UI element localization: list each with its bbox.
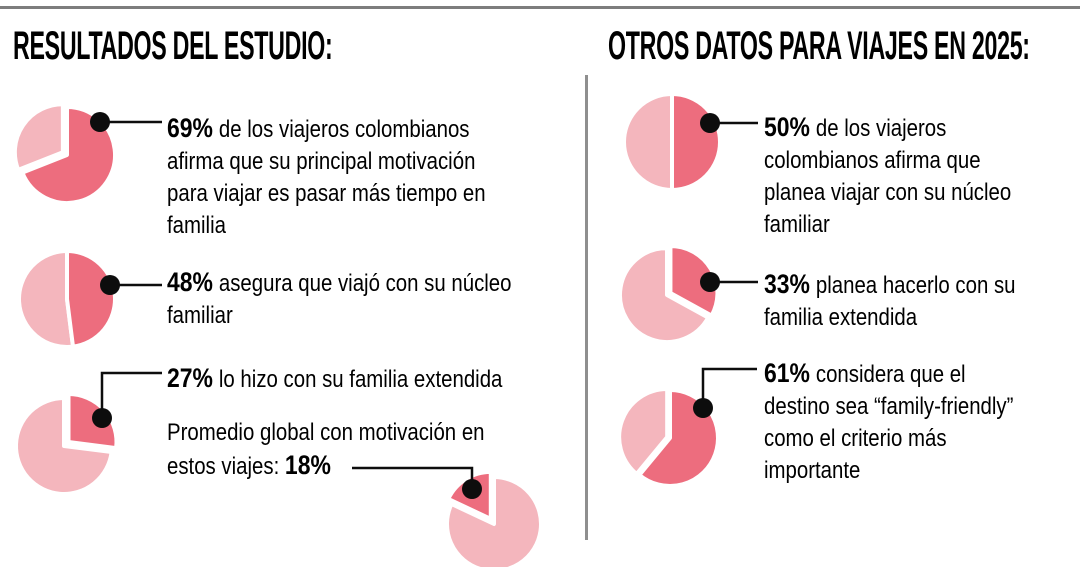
pie-18-light-slice xyxy=(445,475,543,567)
stat-61-percent: 61% xyxy=(764,358,810,388)
pie-69-callout-dot xyxy=(90,112,110,132)
stat-18-text: Promedio global con motivación en estos … xyxy=(167,419,485,480)
pie-48-light-slice xyxy=(17,249,76,349)
pie-33-light-slice xyxy=(618,246,711,344)
stat-61-text: considera que el destino sea “family-fri… xyxy=(764,361,1014,484)
stat-33-percent: 33% xyxy=(764,269,810,299)
stat-50-percent: 50% xyxy=(764,112,810,142)
stat-48-text: asegura que viajó con su núcleo familiar xyxy=(167,270,512,329)
column-divider xyxy=(585,75,588,540)
pie-48-callout-dot xyxy=(100,275,120,295)
pie-27-callout-line xyxy=(100,371,162,418)
pie-27-light-slice xyxy=(14,396,114,496)
left-column-title: RESULTADOS DEL ESTUDIO: xyxy=(13,24,333,68)
pie-50-callout-dot xyxy=(700,113,720,133)
pie-33-callout-dot xyxy=(700,272,720,292)
stat-48-percent: 48% xyxy=(167,267,213,297)
pie-27 xyxy=(14,371,162,496)
stat-69: 69% de los viajeros colombianos afirma qu… xyxy=(167,112,486,242)
pie-61-light-slice xyxy=(617,386,670,476)
stat-69-text: de los viajeros colombianos afirma que s… xyxy=(167,116,486,239)
stat-50: 50% de los viajeros colombianos afirma qu… xyxy=(764,111,1011,241)
pie-61-callout-line xyxy=(701,367,757,408)
pie-69-light-slice xyxy=(12,102,65,172)
stat-61: 61% considera que el destino sea “family-… xyxy=(764,357,1013,487)
pie-69-dark-slice xyxy=(20,105,117,205)
pie-18-callout-dot xyxy=(462,479,482,499)
pie-33-dark-slice xyxy=(668,243,720,318)
stat-27-percent: 27% xyxy=(167,363,213,393)
stat-33-text: planea hacerlo con su familia extendida xyxy=(764,272,1016,331)
stat-33: 33% planea hacerlo con su familia extendi… xyxy=(764,268,1016,334)
pie-61 xyxy=(617,367,757,488)
pie-48 xyxy=(17,249,162,349)
stat-18: Promedio global con motivación en estos … xyxy=(167,417,485,483)
stat-50-text: de los viajeros colombianos afirma que p… xyxy=(764,115,1012,238)
pie-69 xyxy=(12,102,162,205)
pie-48-dark-slice xyxy=(65,249,117,349)
stat-27-text: lo hizo con su familia extendida xyxy=(218,366,503,393)
pie-33 xyxy=(618,243,758,344)
top-rule xyxy=(0,6,1080,9)
stat-18-percent: 18% xyxy=(284,450,331,480)
stat-27: 27% lo hizo con su familia extendida xyxy=(167,362,502,396)
right-column-title: OTROS DATOS PARA VIAJES EN 2025: xyxy=(608,24,1030,68)
stat-69-percent: 69% xyxy=(167,113,213,143)
pie-50-light-slice xyxy=(622,92,674,192)
pie-27-callout-dot xyxy=(92,408,112,428)
pie-50-dark-slice xyxy=(670,92,722,192)
pie-18 xyxy=(352,466,543,567)
pie-50 xyxy=(622,92,758,192)
stat-48: 48% asegura que viajó con su núcleo famil… xyxy=(167,266,512,332)
pie-61-callout-dot xyxy=(693,398,713,418)
